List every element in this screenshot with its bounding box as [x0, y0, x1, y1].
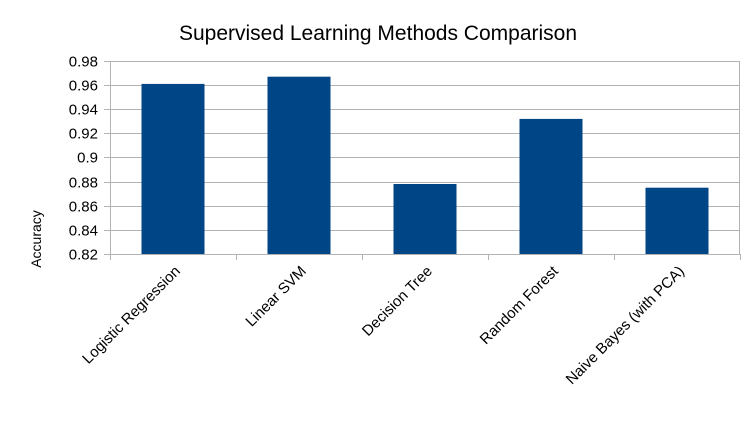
y-tick-label: 0.84: [69, 223, 98, 240]
x-tick-label: Logistic Regression: [79, 263, 184, 368]
y-tick-label: 0.88: [69, 175, 98, 192]
y-tick-label: 0.94: [69, 102, 98, 119]
y-tick-label: 0.98: [69, 54, 98, 71]
y-tick-label: 0.82: [69, 247, 98, 264]
bars: [141, 76, 709, 255]
bar-decision-tree: [393, 184, 457, 254]
y-axis-title: Accuracy: [28, 210, 44, 268]
y-tick-label: 0.92: [69, 126, 98, 143]
x-tick-labels: Logistic Regression Linear SVM Decision Tr…: [79, 262, 688, 388]
y-tick-label: 0.96: [69, 78, 98, 95]
chart-title: Supervised Learning Methods Comparison: [179, 22, 577, 45]
axes: [110, 61, 741, 260]
y-tick-label: 0.9: [77, 150, 98, 167]
x-tick-label: Decision Tree: [359, 263, 436, 340]
bar-linear-svm: [267, 76, 331, 254]
bar-logistic-regression: [141, 83, 205, 255]
x-tick-label: Random Forest: [477, 262, 563, 348]
x-tick-label: Linear SVM: [242, 263, 309, 330]
bar-random-forest: [519, 118, 583, 255]
y-tick-labels: 0.82 0.84 0.86 0.88 0.9 0.92 0.94 0.96 0.98: [69, 54, 98, 264]
y-tick-label: 0.86: [69, 199, 98, 216]
bar-naive-bayes-with-pca: [645, 187, 709, 254]
x-tick-label: Naive Bayes (with PCA): [563, 263, 688, 388]
